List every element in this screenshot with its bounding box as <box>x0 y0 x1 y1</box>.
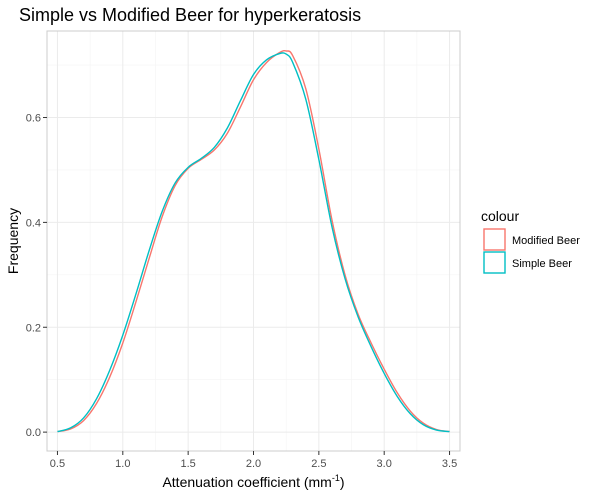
series-lines <box>57 49 450 433</box>
legend-label-simple-beer: Simple Beer <box>512 258 572 270</box>
legend-key-modified-beer <box>483 228 506 251</box>
x-tick-label: 1.0 <box>115 458 130 470</box>
x-tick-label: 3.0 <box>377 458 392 470</box>
y-axis: 0.0 0.2 0.4 0.6 <box>26 113 47 439</box>
series-line-simple-beer <box>57 52 450 433</box>
legend-key-simple-beer <box>483 251 506 274</box>
y-tick-label: 0.0 <box>26 427 41 439</box>
y-axis-title: Frequency <box>5 208 21 274</box>
legend-label-modified-beer: Modified Beer <box>512 235 580 247</box>
y-tick-label: 0.6 <box>26 113 41 125</box>
grid <box>47 31 460 451</box>
x-tick-label: 3.5 <box>442 458 457 470</box>
legend-title: colour <box>481 208 519 224</box>
x-tick-label: 1.5 <box>181 458 196 470</box>
y-tick-label: 0.4 <box>26 217 41 229</box>
x-tick-label: 2.5 <box>311 458 326 470</box>
x-tick-label: 0.5 <box>50 458 65 470</box>
series-line-modified-beer <box>57 49 450 433</box>
chart-title: Simple vs Modified Beer for hyperkeratos… <box>19 5 361 25</box>
x-tick-label: 2.0 <box>246 458 261 470</box>
legend: colour Modified Beer Simple Beer <box>481 208 580 274</box>
x-axis-title: Attenuation coefficient (mm-1) <box>162 473 344 490</box>
x-axis: 0.5 1.0 1.5 2.0 2.5 3.0 3.5 <box>50 451 457 470</box>
y-tick-label: 0.2 <box>26 322 41 334</box>
